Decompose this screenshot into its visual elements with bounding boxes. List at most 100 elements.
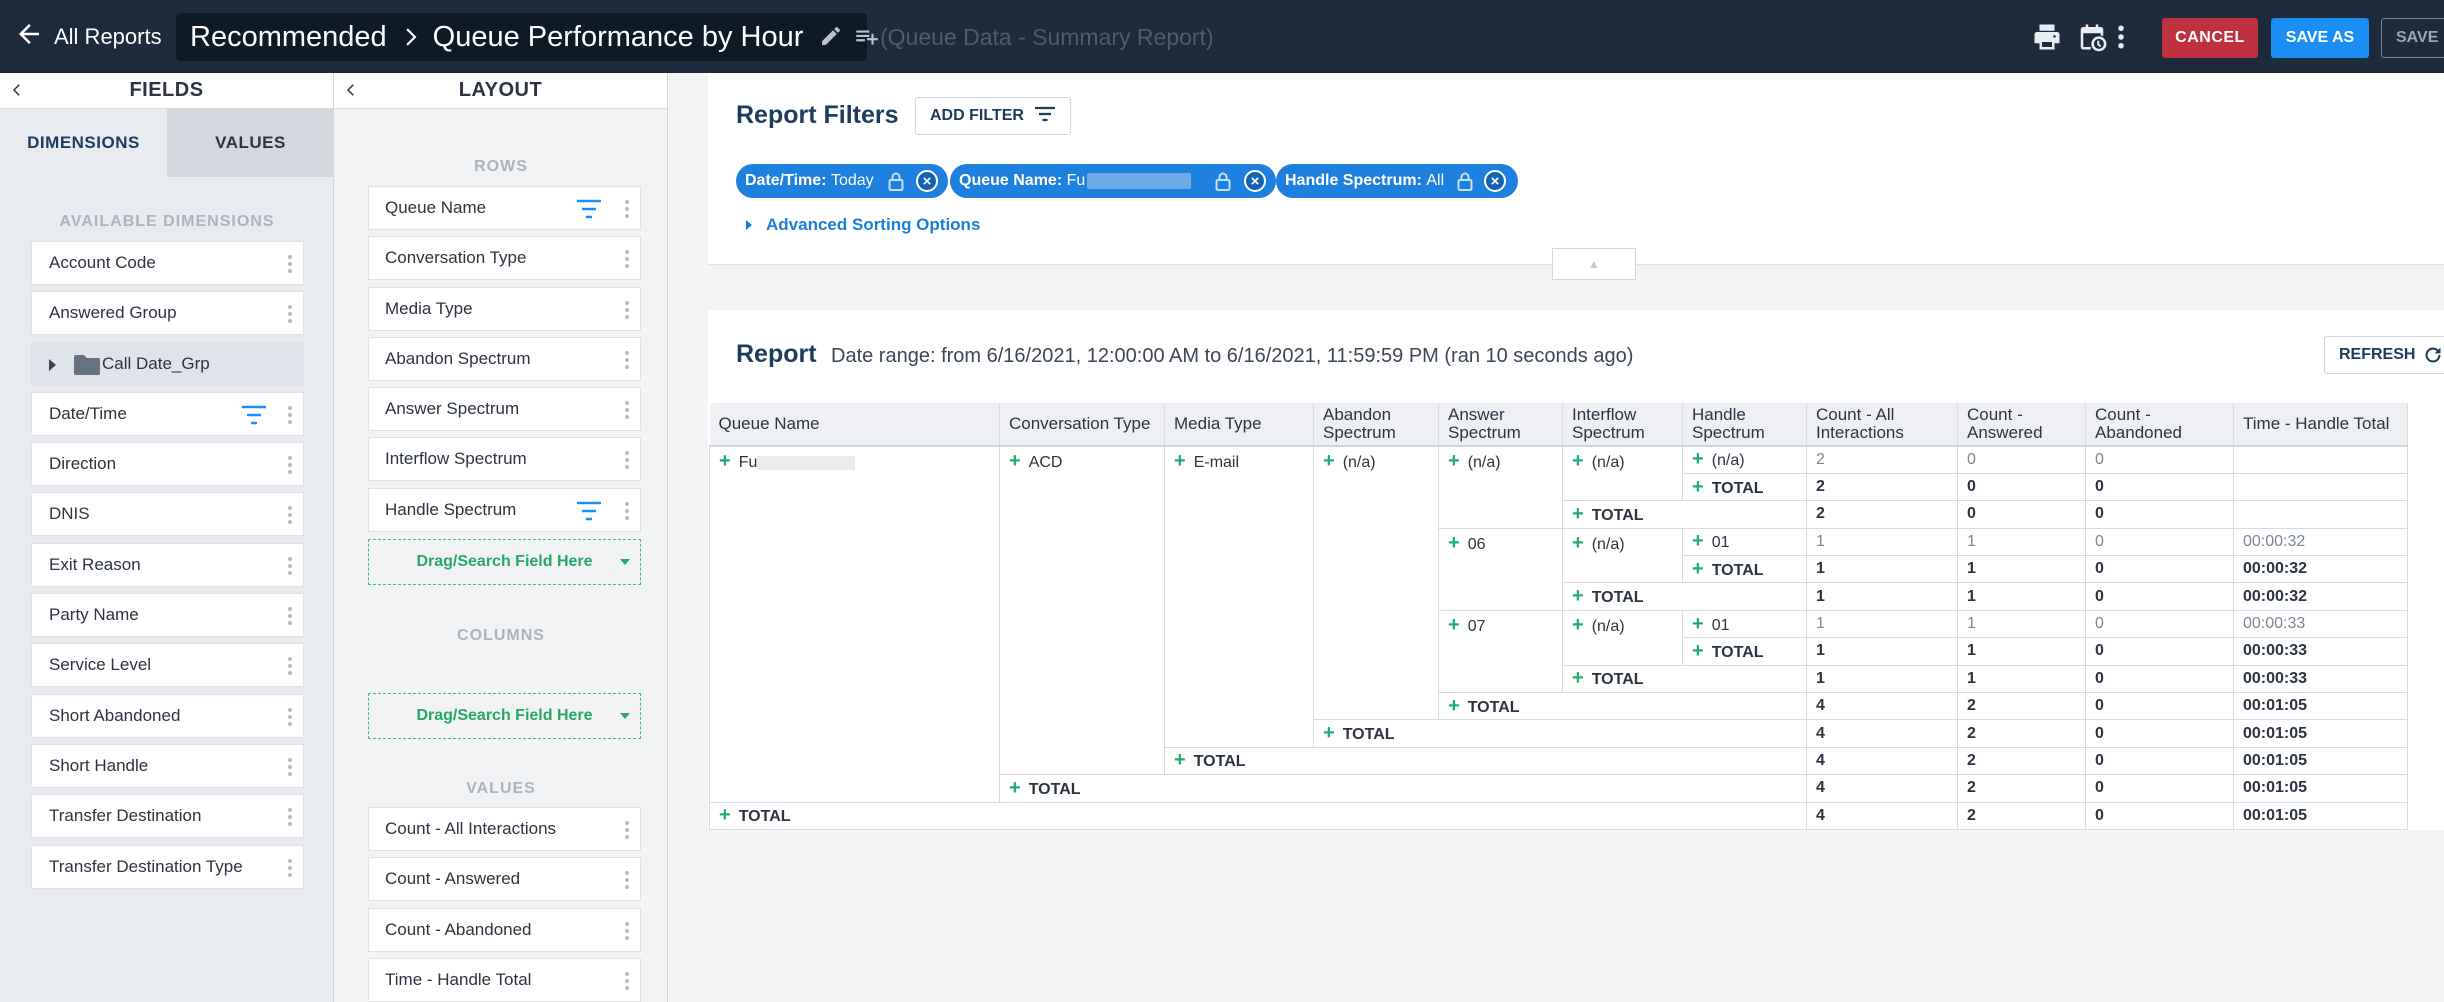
columns-drop-zone[interactable]: Drag/Search Field Here xyxy=(368,693,641,739)
collapse-chevron-left-icon[interactable] xyxy=(342,81,360,99)
row-field-item[interactable]: Conversation Type xyxy=(368,236,641,281)
answer-spectrum-cell[interactable]: 07 xyxy=(1438,609,1563,694)
total-cell[interactable]: TOTAL xyxy=(1562,500,1807,529)
total-cell[interactable]: TOTAL xyxy=(1562,582,1807,611)
rows-drop-zone[interactable]: Drag/Search Field Here xyxy=(368,539,641,585)
total-cell[interactable]: TOTAL xyxy=(1682,637,1807,666)
dimension-item[interactable]: Short Handle xyxy=(31,743,304,788)
filter-chip-handle-spectrum[interactable]: Handle Spectrum: All × xyxy=(1276,164,1518,198)
all-reports-back-link[interactable]: All Reports xyxy=(14,18,162,56)
total-cell[interactable]: TOTAL xyxy=(1438,692,1807,721)
drag-handle-icon[interactable] xyxy=(624,300,630,320)
drag-handle-icon[interactable] xyxy=(624,501,630,521)
dimension-item[interactable]: Answered Group xyxy=(31,291,304,336)
dimension-item[interactable]: DNIS xyxy=(31,492,304,537)
column-header[interactable]: Answer Spectrum xyxy=(1438,403,1563,447)
filter-icon[interactable] xyxy=(576,500,602,522)
total-cell[interactable]: TOTAL xyxy=(1313,719,1807,748)
tab-dimensions[interactable]: DIMENSIONS xyxy=(0,109,167,177)
dimension-folder[interactable]: Call Date_Grp xyxy=(31,341,304,386)
row-field-item[interactable]: Media Type xyxy=(368,286,641,331)
value-field-item[interactable]: Count - Abandoned xyxy=(368,907,641,952)
refresh-button[interactable]: REFRESH xyxy=(2324,336,2444,374)
value-field-item[interactable]: Count - Answered xyxy=(368,857,641,902)
caret-right-icon[interactable] xyxy=(46,357,58,371)
total-cell[interactable]: TOTAL xyxy=(1164,746,1807,776)
value-field-item[interactable]: Count - All Interactions xyxy=(368,807,641,851)
drag-handle-icon[interactable] xyxy=(287,807,293,827)
row-field-item[interactable]: Answer Spectrum xyxy=(368,387,641,432)
remove-filter-icon[interactable]: × xyxy=(916,170,938,192)
filter-chip-queue-name[interactable]: Queue Name: Fu × xyxy=(950,164,1276,198)
abandon-spectrum-cell[interactable]: (n/a) xyxy=(1313,445,1439,721)
total-cell[interactable]: TOTAL xyxy=(1562,664,1807,694)
column-header[interactable]: Media Type xyxy=(1164,403,1314,447)
dimension-item[interactable]: Exit Reason xyxy=(31,542,304,587)
add-filter-button[interactable]: ADD FILTER xyxy=(915,97,1071,135)
drag-handle-icon[interactable] xyxy=(624,971,630,991)
dimension-item[interactable]: Transfer Destination Type xyxy=(31,844,304,889)
drag-handle-icon[interactable] xyxy=(287,656,293,676)
drag-handle-icon[interactable] xyxy=(624,820,630,840)
drag-handle-icon[interactable] xyxy=(287,304,293,324)
row-field-item[interactable]: Queue Name xyxy=(368,186,641,230)
drag-handle-icon[interactable] xyxy=(624,870,630,890)
breadcrumb-parent[interactable]: Recommended xyxy=(190,20,387,53)
dropdown-caret-icon[interactable] xyxy=(620,559,630,565)
print-icon[interactable] xyxy=(2032,22,2062,52)
column-header[interactable]: Count - Answered xyxy=(1957,403,2086,447)
lock-icon[interactable] xyxy=(1456,171,1474,191)
dimension-item[interactable]: Date/Time xyxy=(31,391,304,436)
filter-icon[interactable] xyxy=(576,198,602,220)
dimension-item[interactable]: Service Level xyxy=(31,643,304,688)
collapse-filters-handle[interactable]: ▲ xyxy=(1552,248,1636,280)
interflow-spectrum-cell[interactable]: (n/a) xyxy=(1562,609,1683,666)
drag-handle-icon[interactable] xyxy=(287,757,293,777)
column-header[interactable]: Count - All Interactions xyxy=(1806,403,1958,447)
total-cell[interactable]: TOTAL xyxy=(709,801,1807,830)
total-cell[interactable]: TOTAL xyxy=(999,774,1807,803)
row-field-item[interactable]: Interflow Spectrum xyxy=(368,437,641,482)
drag-handle-icon[interactable] xyxy=(624,199,630,219)
column-header[interactable]: Queue Name xyxy=(709,403,1000,447)
dimension-item[interactable]: Direction xyxy=(31,442,304,487)
lock-icon[interactable] xyxy=(1214,171,1232,191)
tab-values[interactable]: VALUES xyxy=(167,109,334,177)
collapse-chevron-left-icon[interactable] xyxy=(8,81,26,99)
drag-handle-icon[interactable] xyxy=(624,249,630,269)
drag-handle-icon[interactable] xyxy=(287,254,293,274)
drag-handle-icon[interactable] xyxy=(287,455,293,475)
filter-icon[interactable] xyxy=(241,404,267,426)
media-type-cell[interactable]: E-mail xyxy=(1164,445,1314,748)
lock-icon[interactable] xyxy=(887,171,905,191)
interflow-spectrum-cell[interactable]: (n/a) xyxy=(1562,527,1683,584)
drag-handle-icon[interactable] xyxy=(287,606,293,626)
drag-handle-icon[interactable] xyxy=(287,858,293,878)
conversation-type-cell[interactable]: ACD xyxy=(999,445,1165,776)
drag-handle-icon[interactable] xyxy=(287,405,293,425)
filter-chip-datetime[interactable]: Date/Time: Today × xyxy=(736,164,948,198)
cancel-button[interactable]: CANCEL xyxy=(2162,18,2258,58)
column-header[interactable]: Handle Spectrum xyxy=(1682,403,1807,447)
drag-handle-icon[interactable] xyxy=(287,505,293,525)
column-header[interactable]: Count - Abandoned xyxy=(2085,403,2234,447)
drag-handle-icon[interactable] xyxy=(624,400,630,420)
total-cell[interactable]: TOTAL xyxy=(1682,555,1807,584)
column-header[interactable]: Interflow Spectrum xyxy=(1562,403,1683,447)
drag-handle-icon[interactable] xyxy=(287,707,293,727)
column-header[interactable]: Conversation Type xyxy=(999,403,1165,447)
remove-filter-icon[interactable]: × xyxy=(1484,170,1506,192)
column-header[interactable]: Abandon Spectrum xyxy=(1313,403,1439,447)
queue-name-cell[interactable]: Fu xyxy=(709,445,1000,803)
dimension-item[interactable]: Account Code xyxy=(31,241,304,285)
handle-spectrum-cell[interactable]: 01 xyxy=(1682,527,1807,557)
total-cell[interactable]: TOTAL xyxy=(1682,472,1807,502)
dropdown-caret-icon[interactable] xyxy=(620,713,630,719)
row-field-item[interactable]: Handle Spectrum xyxy=(368,487,641,532)
drag-handle-icon[interactable] xyxy=(624,350,630,370)
row-field-item[interactable]: Abandon Spectrum xyxy=(368,336,641,381)
playlist-add-icon[interactable] xyxy=(853,24,879,50)
handle-spectrum-cell[interactable]: (n/a) xyxy=(1682,445,1807,474)
answer-spectrum-cell[interactable]: 06 xyxy=(1438,527,1563,611)
schedule-calendar-icon[interactable] xyxy=(2077,22,2107,52)
